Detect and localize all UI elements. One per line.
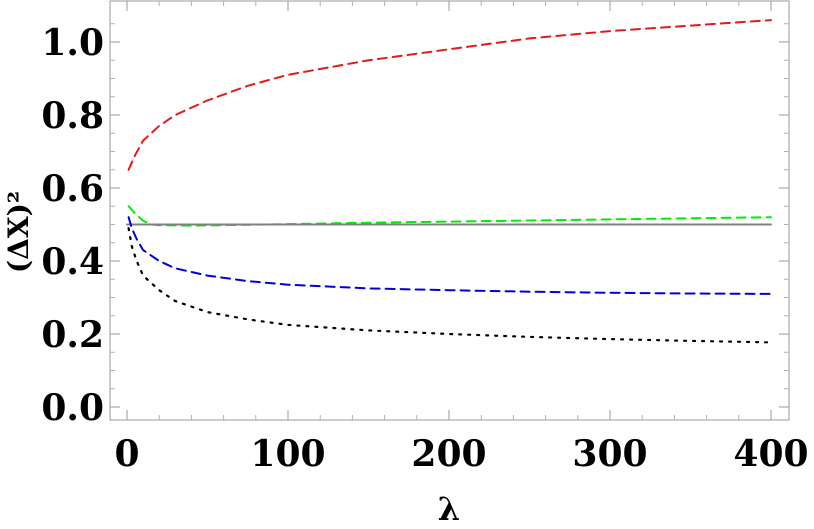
y-tick-label: 0.0 xyxy=(41,387,104,429)
minor-ticks xyxy=(110,1,789,420)
y-tick-label: 0.8 xyxy=(41,95,104,137)
y-tick-label: 1.0 xyxy=(41,22,104,64)
y-tick-label: 0.6 xyxy=(41,168,104,210)
y-tick-label: 0.4 xyxy=(41,241,104,283)
y-tick-label: 0.2 xyxy=(41,314,104,356)
x-tick-labels: 0 100 200 300 400 xyxy=(114,433,808,475)
x-tick-label: 200 xyxy=(411,433,486,475)
x-axis-label: λ xyxy=(438,490,460,528)
series-layer xyxy=(126,19,773,344)
x-tick-label: 100 xyxy=(250,433,325,475)
x-tick-label: 300 xyxy=(572,433,647,475)
series-line-1 xyxy=(127,19,772,171)
y-tick-labels: 0.0 0.2 0.4 0.6 0.8 1.0 xyxy=(41,22,104,429)
x-tick-label: 0 xyxy=(114,433,139,475)
series-line-4 xyxy=(127,216,772,295)
plot-frame xyxy=(109,0,790,421)
series-line-5 xyxy=(127,227,773,344)
series-line-2 xyxy=(127,205,772,227)
major-ticks xyxy=(110,1,789,420)
y-axis-label: (ΔX)² xyxy=(2,191,35,273)
x-tick-label: 400 xyxy=(733,433,808,475)
